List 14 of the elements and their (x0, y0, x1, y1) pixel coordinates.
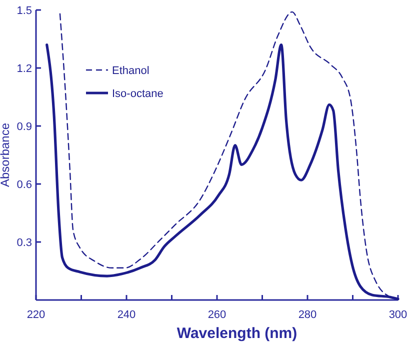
y-tick-label: 0.6 (16, 179, 32, 191)
x-tick-label: 280 (298, 309, 317, 321)
x-axis-title: Wavelength (nm) (176, 325, 298, 342)
x-tick-label: 260 (208, 309, 226, 321)
legend-label: Ethanol (112, 65, 150, 77)
y-tick-label: 0.9 (16, 121, 32, 133)
legend-label: Iso-octane (112, 88, 164, 100)
x-tick-label: 220 (26, 309, 46, 321)
y-tick-label: 1.5 (16, 5, 32, 17)
y-tick-label: 1.2 (16, 63, 32, 75)
y-axis-title: Absorbance (0, 122, 12, 188)
y-tick-label: 0.3 (16, 237, 32, 249)
x-tick-label: 300 (388, 309, 408, 321)
x-tick-label: 240 (117, 309, 136, 321)
